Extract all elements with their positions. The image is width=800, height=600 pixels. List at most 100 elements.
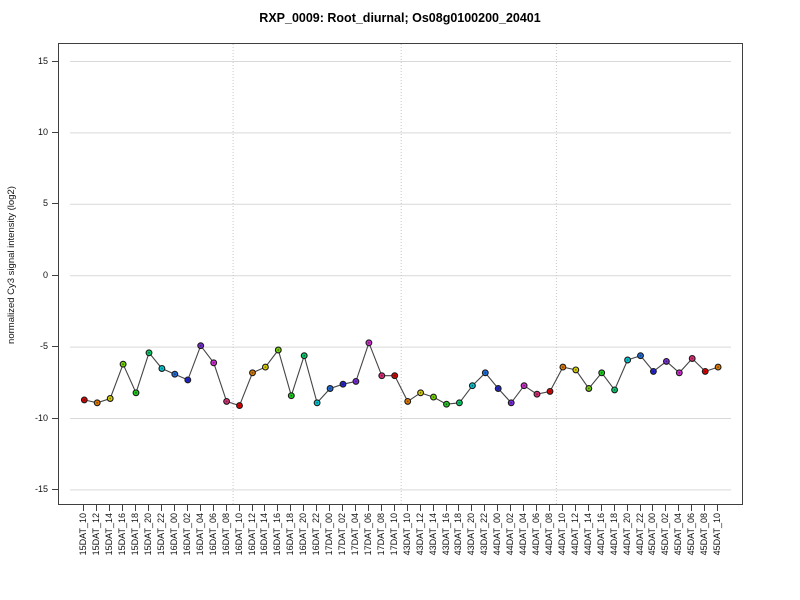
x-tick-mark — [510, 505, 512, 511]
data-point-center-dot — [135, 391, 137, 394]
x-tick-label: 17DAT_02 — [337, 513, 347, 556]
x-tick-label: 43DAT_16 — [440, 513, 451, 556]
x-tick-mark — [83, 505, 85, 511]
x-tick-label: 45DAT_02 — [660, 513, 671, 556]
data-point-center-dot — [704, 370, 707, 373]
x-tick-label: 44DAT_06 — [531, 513, 541, 556]
x-tick-mark — [199, 505, 201, 511]
x-tick-label: 44DAT_14 — [582, 513, 593, 556]
data-point-center-dot — [148, 351, 150, 354]
x-tick-label: 43DAT_14 — [427, 513, 438, 556]
x-tick-mark — [561, 505, 563, 511]
data-point-center-dot — [161, 367, 163, 370]
y-tick-label: -15 — [34, 483, 48, 494]
x-tick-mark — [264, 505, 266, 511]
y-tick-mark — [52, 488, 58, 490]
x-tick-mark — [329, 505, 331, 511]
x-tick-mark — [342, 505, 343, 511]
x-tick-mark — [497, 505, 499, 511]
x-tick-label: 44DAT_22 — [634, 513, 645, 556]
x-tick-mark — [277, 505, 279, 511]
y-axis-title: normalized Cy3 signal intensity (log2) — [6, 186, 17, 344]
x-tick-mark — [225, 505, 227, 511]
data-point-center-dot — [199, 344, 202, 347]
x-tick-label: 16DAT_14 — [259, 513, 270, 556]
data-point-center-dot — [445, 403, 448, 406]
x-tick-mark — [704, 505, 706, 511]
x-tick-mark — [393, 505, 395, 511]
data-point-center-dot — [406, 400, 409, 403]
x-tick-mark — [691, 505, 693, 511]
x-tick-label: 44DAT_16 — [595, 513, 606, 556]
x-tick-label: 16DAT_20 — [298, 513, 309, 556]
data-point-center-dot — [639, 354, 642, 357]
x-tick-label: 15DAT_10 — [78, 513, 89, 556]
x-tick-label: 44DAT_04 — [518, 513, 529, 556]
x-tick-mark — [186, 505, 188, 511]
chart-title: RXP_0009: Root_diurnal; Os08g0100200_204… — [259, 11, 541, 25]
x-tick-mark — [639, 505, 641, 511]
x-tick-mark — [665, 505, 667, 511]
x-tick-label: 15DAT_12 — [91, 513, 102, 556]
data-point-center-dot — [574, 369, 577, 371]
x-tick-label: 16DAT_10 — [233, 513, 244, 556]
x-tick-mark — [600, 505, 602, 511]
y-tick-mark — [52, 417, 58, 419]
x-tick-mark — [484, 505, 486, 511]
x-tick-label: 43DAT_12 — [414, 513, 425, 556]
x-tick-mark — [523, 505, 525, 511]
x-tick-label: 16DAT_06 — [207, 513, 218, 556]
x-tick-label: 16DAT_04 — [194, 513, 205, 556]
x-tick-mark — [471, 505, 473, 511]
x-tick-mark — [135, 505, 136, 511]
x-tick-label: 16DAT_12 — [246, 513, 257, 556]
data-point-center-dot — [212, 361, 215, 364]
data-point-center-dot — [83, 399, 86, 401]
data-point-center-dot — [122, 363, 124, 366]
data-point-center-dot — [368, 341, 370, 344]
x-tick-mark — [148, 505, 149, 511]
x-tick-label: 16DAT_22 — [311, 513, 322, 556]
data-point-center-dot — [393, 374, 396, 377]
x-tick-mark — [122, 505, 124, 511]
data-point-center-dot — [342, 383, 344, 386]
data-point-center-dot — [109, 397, 112, 400]
x-tick-mark — [367, 505, 369, 511]
data-point-center-dot — [225, 400, 228, 403]
x-tick-mark — [587, 505, 589, 511]
data-point-center-dot — [238, 404, 241, 407]
x-tick-label: 45DAT_00 — [647, 513, 658, 556]
data-point-center-dot — [549, 390, 551, 393]
x-tick-mark — [238, 505, 240, 511]
x-tick-label: 17DAT_04 — [349, 513, 360, 556]
data-point-center-dot — [277, 349, 280, 351]
y-tick-label: -10 — [34, 412, 48, 423]
x-tick-label: 44DAT_20 — [621, 513, 632, 556]
y-tick-mark — [52, 203, 58, 205]
x-tick-label: 43DAT_18 — [453, 513, 464, 556]
data-point-center-dot — [691, 357, 694, 360]
x-tick-mark — [212, 505, 214, 511]
x-tick-mark — [290, 505, 292, 511]
data-point-center-dot — [173, 373, 176, 376]
x-tick-mark — [160, 505, 162, 511]
data-point-center-dot — [264, 366, 267, 368]
data-point-center-dot — [626, 359, 629, 361]
x-tick-label: 44DAT_08 — [544, 513, 554, 556]
data-point-center-dot — [290, 394, 293, 397]
data-point-center-dot — [536, 393, 538, 396]
plot-area — [58, 43, 743, 506]
x-tick-mark — [380, 505, 382, 511]
x-tick-mark — [316, 505, 318, 511]
x-tick-label: 16DAT_18 — [285, 513, 296, 556]
data-point-center-dot — [251, 371, 254, 374]
x-tick-label: 15DAT_16 — [117, 513, 128, 556]
data-point-center-dot — [96, 401, 99, 404]
x-tick-mark — [458, 505, 460, 511]
x-tick-mark — [354, 505, 356, 511]
chart-canvas — [70, 44, 731, 506]
x-tick-mark — [678, 505, 680, 511]
x-tick-label: 16DAT_00 — [168, 513, 179, 556]
data-point-center-dot — [587, 387, 590, 390]
